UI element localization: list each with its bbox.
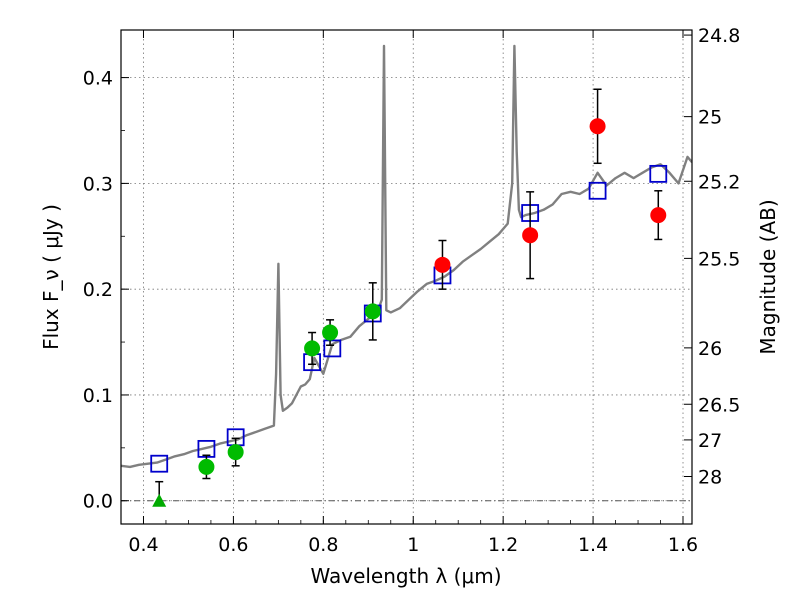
y2-tick-label: 26.5	[698, 394, 740, 416]
axes: 0.4 0.6 0.8 1 1.2 1.4 1.6 0.0 0.1 0.2 0.3 0.4 24.8 25…	[83, 25, 741, 556]
observed-point	[589, 118, 606, 135]
y-tick-label: 0.3	[83, 173, 113, 195]
y-tick-label: 0.4	[83, 68, 113, 90]
y2-tick-label: 26	[698, 338, 722, 360]
observed-point	[434, 256, 451, 273]
y-axis-label-right: Magnitude (AB)	[756, 199, 780, 354]
observed-point	[198, 458, 215, 475]
x-tick-label: 0.8	[308, 534, 338, 556]
model-photometry-point	[588, 181, 607, 200]
x-tick-label: 0.6	[218, 534, 248, 556]
series-layer	[121, 44, 692, 507]
x-tick-label: 1.2	[488, 534, 518, 556]
x-tick-label: 0.4	[128, 534, 158, 556]
observed-point	[227, 444, 244, 461]
x-tick-label: 1.4	[578, 534, 608, 556]
upper-limit-point	[152, 493, 167, 507]
y2-tick-label: 25.5	[698, 248, 740, 270]
observed-point	[322, 324, 339, 341]
y2-tick-label: 25.2	[698, 171, 740, 193]
observed-point	[304, 340, 321, 357]
y2-tick-label: 24.8	[698, 25, 740, 47]
model-photometry-point	[323, 339, 342, 358]
plot-area	[121, 30, 692, 524]
y2-tick-label: 27	[698, 430, 722, 452]
y2-tick-label: 25	[698, 107, 722, 129]
y-axis-label-left: Flux F_ν ( μJy )	[39, 204, 63, 350]
x-tick-label: 1.6	[668, 534, 698, 556]
observed-point	[364, 303, 381, 320]
x-axis-label: Wavelength λ (μm)	[310, 564, 501, 588]
model-photometry-point	[649, 164, 668, 183]
observed-point	[522, 227, 539, 244]
y2-tick-label: 28	[698, 467, 722, 489]
y-tick-label: 0.1	[83, 385, 113, 407]
y-tick-label: 0.0	[83, 491, 113, 513]
x-tick-label: 1	[407, 534, 419, 556]
y-tick-label: 0.2	[83, 279, 113, 301]
observed-point	[650, 207, 667, 224]
model-photometry-point	[150, 454, 169, 473]
plot-frame	[120, 29, 693, 525]
